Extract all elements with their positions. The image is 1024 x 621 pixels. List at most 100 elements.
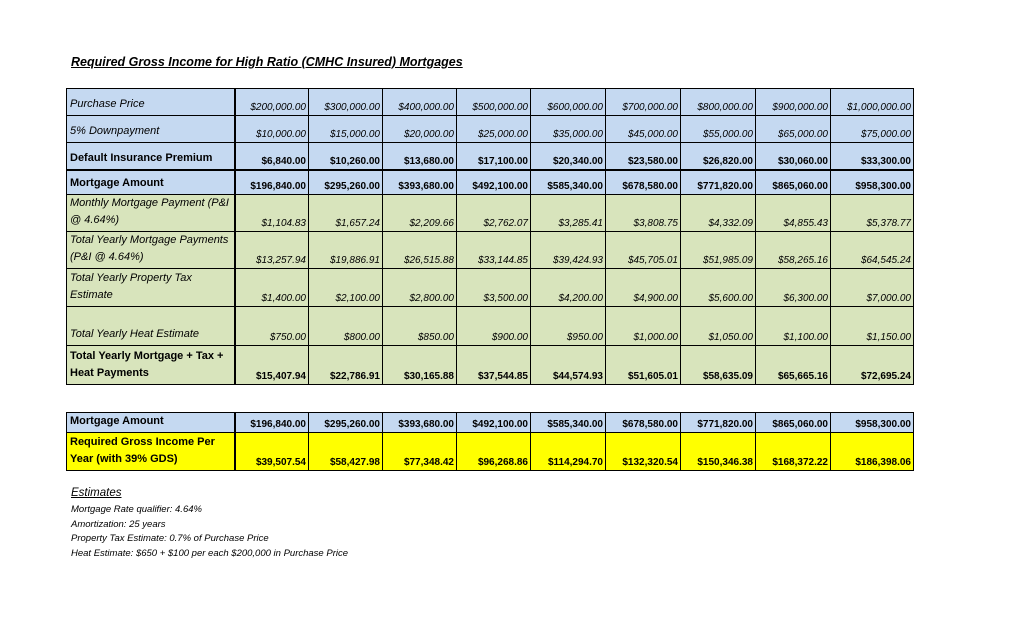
table-cell: $72,695.24 <box>830 345 914 385</box>
table-cell: $700,000.00 <box>605 88 681 116</box>
table-cell: $114,294.70 <box>530 432 606 471</box>
income-summary-table-body: Mortgage Amount $196,840.00 $295,260.00 $39… <box>66 412 914 471</box>
table-cell: $75,000.00 <box>830 115 914 143</box>
table-cell: $1,150.00 <box>830 306 914 346</box>
table-cell: $35,000.00 <box>530 115 606 143</box>
table-cell: $23,580.00 <box>605 142 681 170</box>
table-cell: $200,000.00 <box>234 88 309 116</box>
table-cell: $10,000.00 <box>234 115 309 143</box>
table-cell: $51,605.01 <box>605 345 681 385</box>
table-cell: $6,840.00 <box>234 142 309 170</box>
table-cell: $45,705.01 <box>605 231 681 269</box>
table-cell: $96,268.86 <box>456 432 531 471</box>
table-cell: $1,050.00 <box>680 306 756 346</box>
table-cell: $58,265.16 <box>755 231 831 269</box>
table-cell: $168,372.22 <box>755 432 831 471</box>
table-row: Purchase Price $200,000.00 $300,000.00 $400… <box>66 88 914 116</box>
table-cell: $39,507.54 <box>234 432 309 471</box>
table-row: Total Yearly Mortgage Payments (P&I @ 4.… <box>66 231 914 269</box>
table-cell: $3,808.75 <box>605 194 681 232</box>
table-cell: $150,346.38 <box>680 432 756 471</box>
table-cell: $22,786.91 <box>308 345 383 385</box>
table-cell: $1,000.00 <box>605 306 681 346</box>
table-cell: $3,285.41 <box>530 194 606 232</box>
table-cell: $3,500.00 <box>456 268 531 307</box>
row-label: Total Yearly Mortgage Payments (P&I @ 4.… <box>66 231 236 269</box>
table-cell: $30,165.88 <box>382 345 457 385</box>
table-cell: $4,200.00 <box>530 268 606 307</box>
row-label: Mortgage Amount <box>66 168 236 195</box>
table-cell: $26,820.00 <box>680 142 756 170</box>
table-cell: $13,257.94 <box>234 231 309 269</box>
table-cell: $51,985.09 <box>680 231 756 269</box>
row-label: Default Insurance Premium <box>66 142 236 170</box>
estimate-rate-line: Mortgage Rate qualifier: 4.64% <box>71 504 202 515</box>
row-label: Total Yearly Heat Estimate <box>66 306 236 346</box>
estimates-heading: Estimates <box>71 487 122 499</box>
table-cell: $1,100.00 <box>755 306 831 346</box>
table-cell: $900.00 <box>456 306 531 346</box>
table-cell: $33,300.00 <box>830 142 914 170</box>
table-cell: $1,104.83 <box>234 194 309 232</box>
table-cell: $15,000.00 <box>308 115 383 143</box>
table-cell: $500,000.00 <box>456 88 531 116</box>
table-row: Required Gross Income Per Year (with 39%… <box>66 432 914 471</box>
table-cell: $393,680.00 <box>382 412 457 433</box>
table-cell: $2,209.66 <box>382 194 457 232</box>
table-cell: $132,320.54 <box>605 432 681 471</box>
table-cell: $4,332.09 <box>680 194 756 232</box>
table-cell: $492,100.00 <box>456 168 531 195</box>
table-cell: $1,657.24 <box>308 194 383 232</box>
table-row: Total Yearly Mortgage + Tax + Heat Payme… <box>66 345 914 385</box>
table-cell: $13,680.00 <box>382 142 457 170</box>
row-label: Purchase Price <box>66 88 236 116</box>
table-cell: $65,665.16 <box>755 345 831 385</box>
table-cell: $600,000.00 <box>530 88 606 116</box>
table-cell: $865,060.00 <box>755 168 831 195</box>
table-cell: $26,515.88 <box>382 231 457 269</box>
mortgage-table: Purchase Price $200,000.00 $300,000.00 $400… <box>66 88 914 385</box>
table-cell: $10,260.00 <box>308 142 383 170</box>
table-cell: $750.00 <box>234 306 309 346</box>
table-cell: $37,544.85 <box>456 345 531 385</box>
table-cell: $5,378.77 <box>830 194 914 232</box>
table-cell: $585,340.00 <box>530 412 606 433</box>
table-cell: $65,000.00 <box>755 115 831 143</box>
estimate-amortization-line: Amortization: 25 years <box>71 518 166 530</box>
table-cell: $7,000.00 <box>830 268 914 307</box>
table-cell: $958,300.00 <box>830 412 914 433</box>
table-cell: $196,840.00 <box>234 168 309 195</box>
table-cell: $196,840.00 <box>234 412 309 433</box>
page-title: Required Gross Income for High Ratio (CM… <box>71 55 463 69</box>
table-row: Mortgage Amount $196,840.00 $295,260.00 $39… <box>66 412 914 433</box>
table-cell: $492,100.00 <box>456 412 531 433</box>
table-cell: $6,300.00 <box>755 268 831 307</box>
estimate-heat-line: Heat Estimate: $650 + $100 per each $200… <box>71 547 348 559</box>
table-cell: $865,060.00 <box>755 412 831 433</box>
table-cell: $5,600.00 <box>680 268 756 307</box>
table-cell: $64,545.24 <box>830 231 914 269</box>
table-cell: $58,635.09 <box>680 345 756 385</box>
table-cell: $19,886.91 <box>308 231 383 269</box>
table-cell: $678,580.00 <box>605 412 681 433</box>
table-cell: $55,000.00 <box>680 115 756 143</box>
table-row: Mortgage Amount $196,840.00 $295,260.00 $39… <box>66 168 914 195</box>
table-row: Total Yearly Property Tax Estimate $1,400… <box>66 268 914 307</box>
table-cell: $300,000.00 <box>308 88 383 116</box>
table-cell: $771,820.00 <box>680 168 756 195</box>
table-cell: $20,340.00 <box>530 142 606 170</box>
row-label: Total Yearly Mortgage + Tax + Heat Payme… <box>66 345 236 385</box>
income-summary-table: Mortgage Amount $196,840.00 $295,260.00 $39… <box>66 412 914 471</box>
table-row: 5% Downpayment $10,000.00 $15,000.00 $20,00… <box>66 115 914 143</box>
row-label: Required Gross Income Per Year (with 39%… <box>66 432 236 471</box>
row-label: Total Yearly Property Tax Estimate <box>66 268 236 307</box>
table-cell: $44,574.93 <box>530 345 606 385</box>
table-cell: $39,424.93 <box>530 231 606 269</box>
table-cell: $678,580.00 <box>605 168 681 195</box>
table-cell: $295,260.00 <box>308 168 383 195</box>
table-cell: $295,260.00 <box>308 412 383 433</box>
table-cell: $186,398.06 <box>830 432 914 471</box>
table-cell: $850.00 <box>382 306 457 346</box>
row-label: Monthly Mortgage Payment (P&I @ 4.64%) <box>66 194 236 232</box>
table-cell: $900,000.00 <box>755 88 831 116</box>
